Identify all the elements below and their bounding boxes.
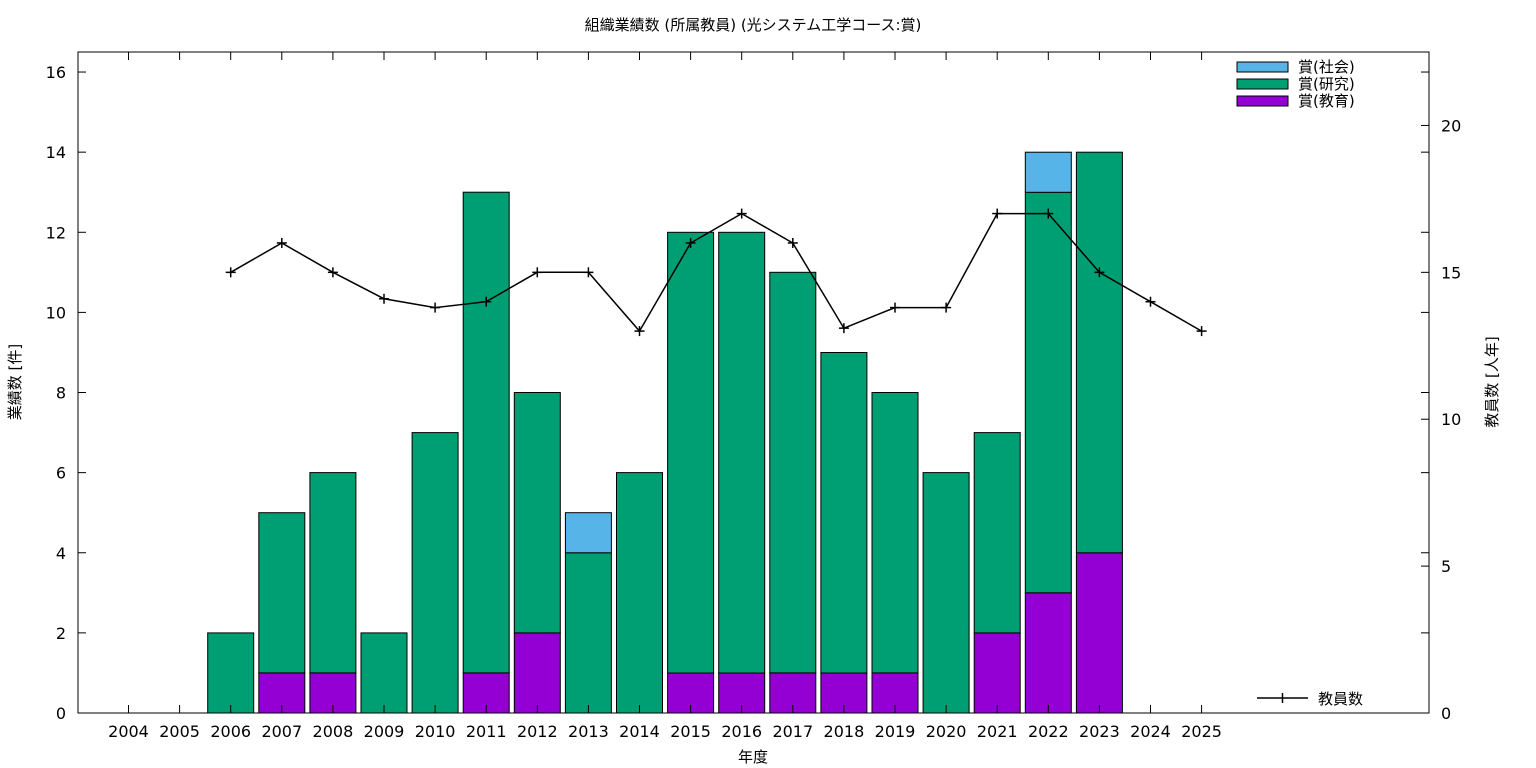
legend-swatch-2 (1236, 95, 1289, 107)
y-tick-label: 8 (56, 384, 66, 403)
y2-axis-title: 教員数 [人年] (1483, 336, 1501, 427)
line-layer (225, 208, 1207, 337)
x-tick-label-2018: 2018 (824, 722, 865, 741)
line-point-2020 (941, 302, 952, 313)
x-tick-label-2016: 2016 (721, 722, 762, 741)
x-tick-label-2010: 2010 (415, 722, 456, 741)
x-tick-label-2019: 2019 (875, 722, 916, 741)
line-point-2021 (992, 208, 1003, 219)
bars-layer (207, 151, 1123, 714)
bar-2020-series-1 (922, 472, 970, 714)
bar-2007-series-1 (258, 512, 306, 674)
line-point-2009 (379, 293, 389, 304)
bar-2017-series-1 (769, 271, 817, 674)
bar-2021-series-0 (973, 632, 1021, 714)
bar-2018-series-1 (820, 352, 868, 674)
line-point-2023 (1094, 267, 1105, 278)
line-point-2006 (225, 267, 236, 278)
labels-layer: 0 2 4 6 8 10 12 14 16 0 5 10 15 20 2004 2005 2006 2007 200… (46, 63, 1462, 741)
y2-tick-label: 10 (1441, 410, 1461, 429)
chart-title: 組織業績数 (所属教員) (光システム工学コース:賞) (585, 16, 922, 34)
x-tick-label-2014: 2014 (619, 722, 660, 741)
bar-2009-series-1 (360, 632, 408, 714)
legend-label-line: 教員数 (1318, 690, 1363, 708)
x-tick-label-2021: 2021 (977, 722, 1018, 741)
x-tick-label-2006: 2006 (210, 722, 251, 741)
y2-tick-label: 0 (1441, 704, 1451, 723)
y-tick-label: 6 (56, 464, 66, 483)
line-point-2008 (327, 267, 338, 278)
y2-tick-label: 20 (1441, 116, 1461, 135)
x-tick-label-2020: 2020 (926, 722, 967, 741)
bar-2022-series-1 (1024, 191, 1072, 594)
bar-2023-series-1 (1075, 151, 1123, 554)
plot-frame (77, 51, 1430, 714)
x-tick-label-2013: 2013 (568, 722, 609, 741)
line-point-2015 (685, 237, 696, 248)
y-tick-label: 0 (56, 704, 66, 723)
x-tick-label-2017: 2017 (772, 722, 813, 741)
line-point-2022 (1043, 208, 1054, 219)
bar-2013-series-2 (564, 512, 612, 554)
x-tick-label-2007: 2007 (261, 722, 302, 741)
x-tick-label-2004: 2004 (108, 722, 149, 741)
line-point-2025 (1196, 326, 1207, 337)
x-tick-label-2023: 2023 (1079, 722, 1120, 741)
line-point-2024 (1145, 296, 1156, 307)
line-point-2013 (583, 267, 594, 278)
bar-2016-series-1 (718, 231, 766, 674)
line-point-2014 (634, 326, 645, 337)
line-point-2007 (276, 237, 287, 248)
line-point-2012 (532, 267, 543, 278)
legend: 賞(社会)賞(研究)賞(教育) 教員数 (1236, 58, 1363, 708)
y-tick-label: 12 (46, 223, 66, 242)
line-point-2018 (838, 323, 849, 334)
x-tick-label-2009: 2009 (364, 722, 405, 741)
x-axis-title: 年度 (738, 748, 768, 766)
y-tick-label: 10 (46, 303, 66, 322)
line-point-2010 (430, 302, 441, 313)
y-tick-label: 16 (46, 63, 66, 82)
bar-2006-series-1 (207, 632, 255, 714)
x-tick-label-2008: 2008 (313, 722, 354, 741)
legend-swatch-0 (1236, 61, 1289, 73)
legend-label-2: 賞(教育) (1298, 92, 1355, 110)
legend-label-0: 賞(社会) (1298, 58, 1355, 76)
bar-2014-series-1 (616, 472, 663, 714)
bar-2011-series-1 (462, 191, 510, 674)
x-tick-label-2015: 2015 (670, 722, 711, 741)
x-tick-label-2011: 2011 (466, 722, 507, 741)
bar-2008-series-1 (309, 472, 357, 674)
bar-2022-series-2 (1024, 151, 1072, 193)
y-tick-label: 2 (56, 624, 66, 643)
x-tick-label-2024: 2024 (1130, 722, 1171, 741)
x-tick-label-2012: 2012 (517, 722, 558, 741)
x-tick-label-2022: 2022 (1028, 722, 1069, 741)
x-tick-label-2025: 2025 (1181, 722, 1222, 741)
bar-2013-series-1 (564, 552, 612, 714)
line-point-2019 (890, 302, 900, 313)
bar-2012-series-0 (513, 632, 561, 714)
y-tick-label: 14 (46, 143, 66, 162)
y-axis-title: 業績数 [件] (6, 344, 24, 420)
ticks-layer (78, 52, 1429, 714)
line-point-2011 (481, 296, 492, 307)
bar-2010-series-1 (411, 432, 459, 714)
line-series (230, 212, 1202, 333)
bar-2023-series-0 (1075, 552, 1123, 714)
legend-swatch-1 (1236, 78, 1289, 90)
bar-2022-series-0 (1024, 592, 1072, 714)
bar-2012-series-1 (513, 392, 561, 634)
bar-2019-series-1 (871, 392, 919, 674)
x-tick-label-2005: 2005 (159, 722, 200, 741)
line-point-2016 (736, 208, 747, 219)
bar-2021-series-1 (973, 432, 1021, 634)
y-tick-label: 4 (56, 544, 66, 563)
y2-tick-label: 15 (1441, 263, 1461, 282)
bar-2015-series-1 (667, 231, 715, 674)
legend-label-1: 賞(研究) (1298, 75, 1355, 93)
line-point-2017 (787, 237, 798, 248)
y2-tick-label: 5 (1441, 557, 1451, 576)
